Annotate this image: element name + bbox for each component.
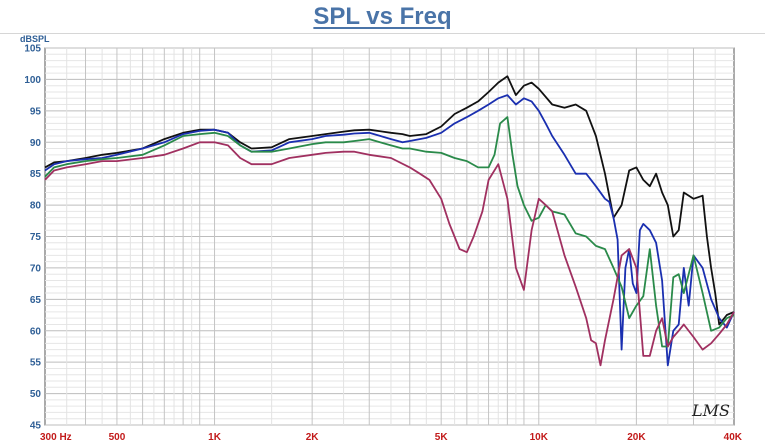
- x-tick-label: 2K: [306, 432, 320, 443]
- x-tick-labels: 300 Hz 500 1K 2K 5K 10K 20K 40K: [40, 432, 743, 443]
- y-tick-label: 105: [24, 44, 41, 55]
- series-line-3: [44, 116, 735, 348]
- y-tick-label: 80: [30, 201, 42, 212]
- y-tick-label: 85: [30, 169, 42, 180]
- x-tick-label: 500: [109, 432, 126, 443]
- y-tick-label: 75: [30, 232, 42, 243]
- y-tick-label: 65: [30, 295, 42, 306]
- series-line-4: [44, 141, 735, 367]
- y-tick-label: 70: [30, 263, 42, 274]
- x-tick-label: 5K: [435, 432, 449, 443]
- x-tick-label: 40K: [724, 432, 743, 443]
- y-tick-label: 45: [30, 421, 42, 432]
- x-tick-label: 10K: [530, 432, 549, 443]
- x-tick-label: 20K: [627, 432, 646, 443]
- y-tick-label: 50: [30, 389, 42, 400]
- x-tick-label: 300 Hz: [40, 432, 72, 443]
- chart-title: SPL vs Freq: [313, 3, 452, 30]
- series-line-1: [44, 75, 735, 326]
- x-tick-label: 1K: [208, 432, 222, 443]
- y-tick-label: 60: [30, 326, 42, 337]
- y-tick-label: 90: [30, 138, 42, 149]
- y-tick-label: 100: [24, 75, 41, 86]
- y-tick-label: 95: [30, 106, 42, 117]
- y-tick-label: 55: [30, 358, 42, 369]
- grid: [45, 47, 734, 426]
- y-axis-label: dBSPL: [20, 34, 50, 44]
- y-tick-labels: 45 50 55 60 65 70 75 80 85 90 95 100 105: [24, 44, 41, 432]
- series-line-2: [44, 94, 735, 367]
- lms-watermark: LMS: [691, 401, 730, 420]
- title-divider: [0, 33, 765, 34]
- series-lines: [44, 75, 735, 367]
